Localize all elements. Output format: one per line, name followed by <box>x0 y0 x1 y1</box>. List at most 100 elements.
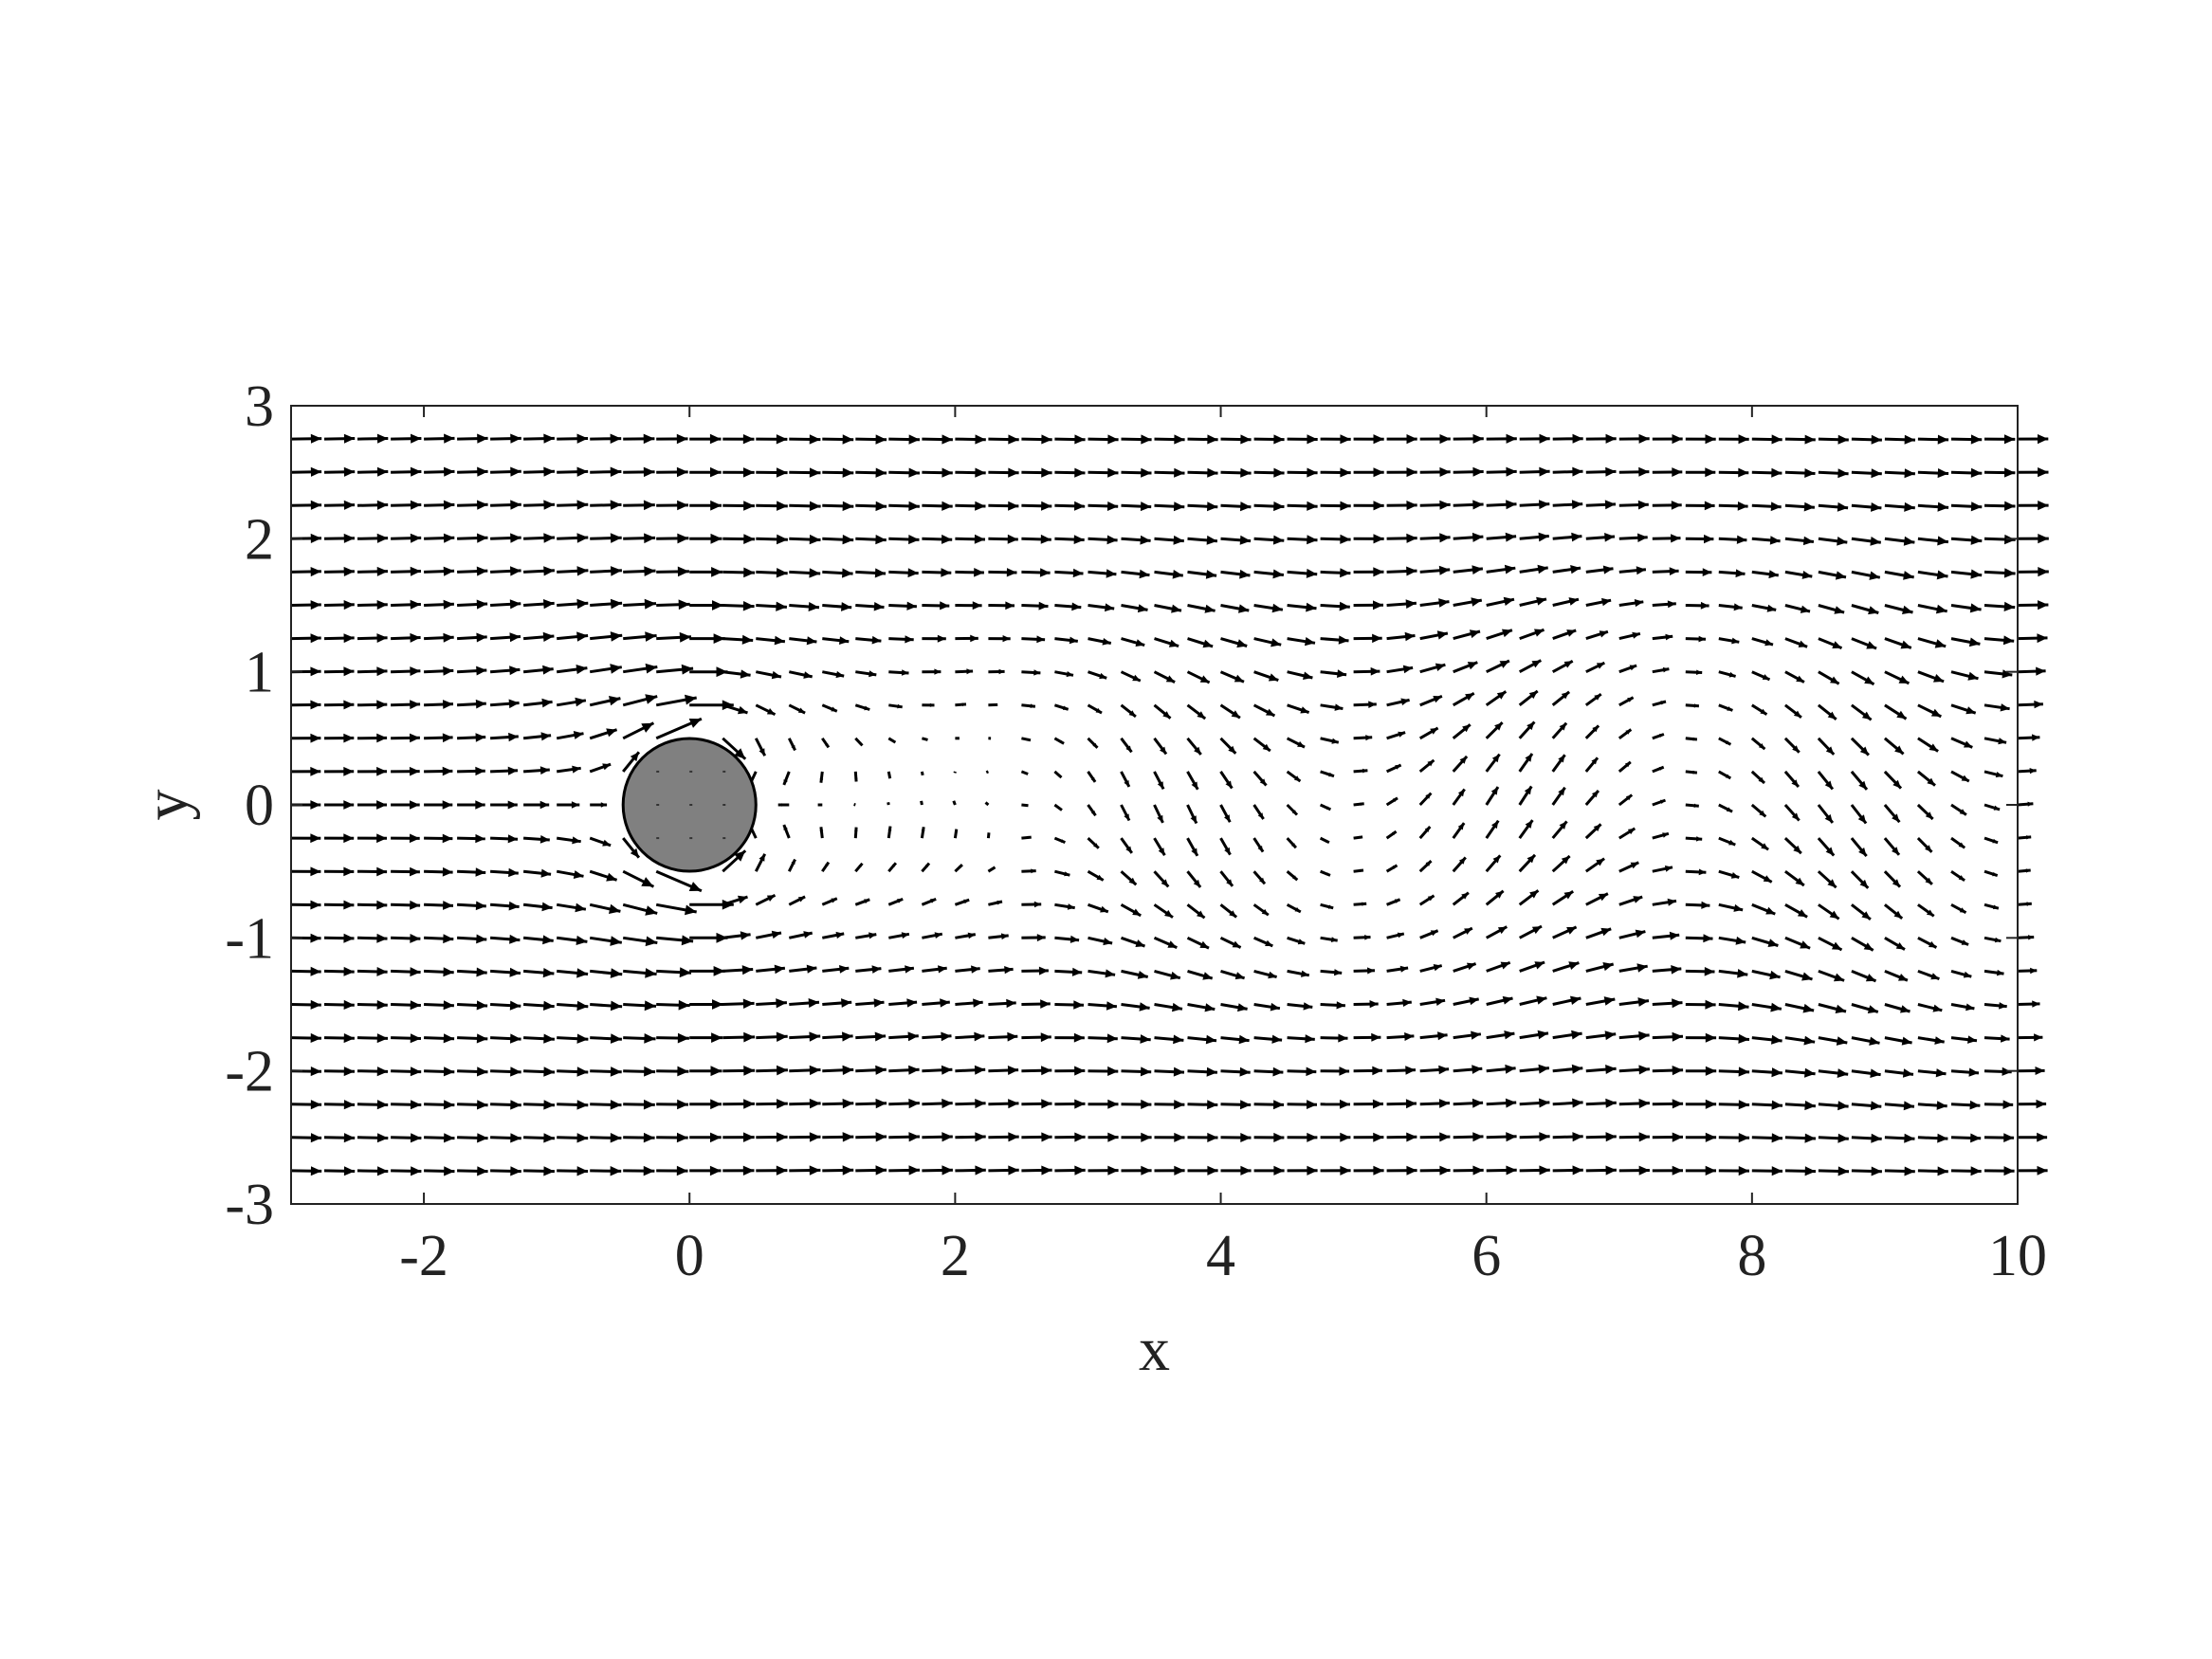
vector-arrow-head <box>1372 633 1382 644</box>
vector-arrow-head <box>908 1165 920 1176</box>
vector-arrow-head <box>1929 940 1937 948</box>
vector-arrow-head <box>1791 812 1800 821</box>
vector-arrow-head <box>343 433 356 444</box>
vector-arrow-head <box>1399 965 1409 973</box>
vector-arrow-head <box>1471 597 1482 607</box>
vector-arrow-head <box>444 466 455 477</box>
vector-arrow-head <box>842 1098 854 1109</box>
vector-arrow-head <box>975 1132 986 1142</box>
vector-arrow-head <box>610 500 622 510</box>
vector-arrow-head <box>376 566 388 576</box>
vector-arrow-head <box>1837 1166 1849 1176</box>
vector-arrow-head <box>1240 1133 1252 1142</box>
vector-arrow-head <box>543 1066 555 1077</box>
vector-arrow-head <box>908 1065 920 1075</box>
vector-arrow-head <box>1228 745 1236 754</box>
vector-arrow-head <box>571 801 580 809</box>
vector-arrow-head <box>941 1165 953 1176</box>
vector-arrow-head <box>576 466 589 477</box>
vector-arrow-head <box>1373 534 1384 544</box>
vector-arrow-head <box>1704 501 1715 511</box>
vector-arrow-head <box>1294 775 1301 782</box>
vector-arrow-head <box>1439 533 1451 543</box>
vector-arrow-head <box>875 467 887 478</box>
vector-arrow-head <box>1105 603 1115 612</box>
vector-arrow-head <box>1526 721 1535 731</box>
vector-arrow-head <box>1927 777 1935 786</box>
vector-arrow-head <box>630 848 639 858</box>
vector-arrow-head <box>974 1065 986 1075</box>
vector-arrow-head <box>1074 1066 1086 1076</box>
vector-arrow-head <box>343 1133 356 1143</box>
vector-arrow-head <box>908 501 920 511</box>
vector-arrow-head <box>2003 1133 2015 1142</box>
vector-arrow-head <box>1007 534 1018 544</box>
vector-arrow-head <box>610 1133 622 1143</box>
vector-arrow-head <box>1074 501 1086 511</box>
vector-arrow-head <box>1727 706 1733 711</box>
vector-arrow-head <box>1368 701 1377 708</box>
vector-arrow-head <box>685 694 697 705</box>
vector-arrow-head <box>509 599 521 610</box>
vector-arrow-head <box>741 965 754 975</box>
vector-arrow-head <box>1435 997 1446 1006</box>
vector-arrow-head <box>443 1066 455 1077</box>
vector-arrow-head <box>1392 865 1398 869</box>
vector-arrow-head <box>1106 501 1119 511</box>
vector-arrow-head <box>1207 1100 1218 1110</box>
vector-arrow-head <box>1930 973 1940 980</box>
vector-arrow-head <box>1672 1031 1683 1042</box>
vector-arrow-head <box>510 1133 521 1143</box>
vector-arrow-head <box>842 1165 854 1176</box>
vector-arrow-head <box>1273 1100 1285 1110</box>
vector-arrow-head <box>310 633 321 644</box>
vector-arrow-head <box>743 1031 756 1043</box>
vector-arrow-head <box>1572 1098 1583 1108</box>
vector-arrow-head <box>410 466 422 477</box>
vector-arrow-head <box>508 732 519 742</box>
vector-arrow-head <box>2003 568 2016 578</box>
vector-arrow-head <box>1538 1064 1549 1074</box>
vector-arrow-head <box>476 967 487 977</box>
vector-arrow-head <box>1172 1002 1182 1012</box>
vector-arrow-head <box>1472 532 1484 542</box>
vector-arrow-head <box>1634 599 1644 608</box>
vector-arrow-head <box>777 803 782 807</box>
vector-arrow-head <box>1672 434 1683 445</box>
vector-arrow-head <box>1430 930 1438 937</box>
vector-arrow-head <box>1137 604 1148 613</box>
vector-arrow-head <box>1404 631 1416 642</box>
vector-arrow-head <box>1040 999 1051 1009</box>
vector-arrow-head <box>1730 872 1740 879</box>
vector-arrow-head <box>685 904 697 916</box>
vector-arrow-head <box>1040 534 1051 544</box>
vector-arrow-head <box>1771 1067 1782 1078</box>
vector-arrow-head <box>2001 1034 2010 1043</box>
vector-arrow-head <box>1257 812 1264 819</box>
vector-arrow-head <box>1174 434 1185 445</box>
vector-arrow-head <box>1430 727 1438 735</box>
vector-arrow-head <box>941 568 952 577</box>
vector-arrow-head <box>475 733 486 742</box>
vector-arrow-head <box>1539 466 1550 477</box>
vector-arrow-head <box>1995 772 2003 778</box>
vector-arrow-head <box>600 802 608 808</box>
vector-arrow-head <box>742 601 755 611</box>
vector-arrow-head <box>841 602 852 611</box>
vector-arrow-head <box>1174 467 1185 478</box>
vector-arrow-head <box>1502 629 1512 638</box>
vector-arrow-head <box>742 434 755 445</box>
vector-arrow-head <box>974 568 984 577</box>
vector-arrow-head <box>1168 639 1179 647</box>
vector-arrow-head <box>343 600 355 611</box>
vector-arrow-head <box>2027 801 2034 807</box>
vector-arrow-head <box>1704 967 1715 976</box>
vector-arrow-head <box>573 731 584 739</box>
vector-arrow-head <box>771 670 781 680</box>
vector-arrow-head <box>1240 1100 1252 1110</box>
vector-arrow-head <box>1369 1000 1379 1009</box>
vector-arrow-head <box>1763 875 1772 883</box>
vector-arrow-head <box>1206 1066 1217 1077</box>
vector-arrow <box>853 803 856 807</box>
vector-arrow-head <box>1491 754 1500 763</box>
